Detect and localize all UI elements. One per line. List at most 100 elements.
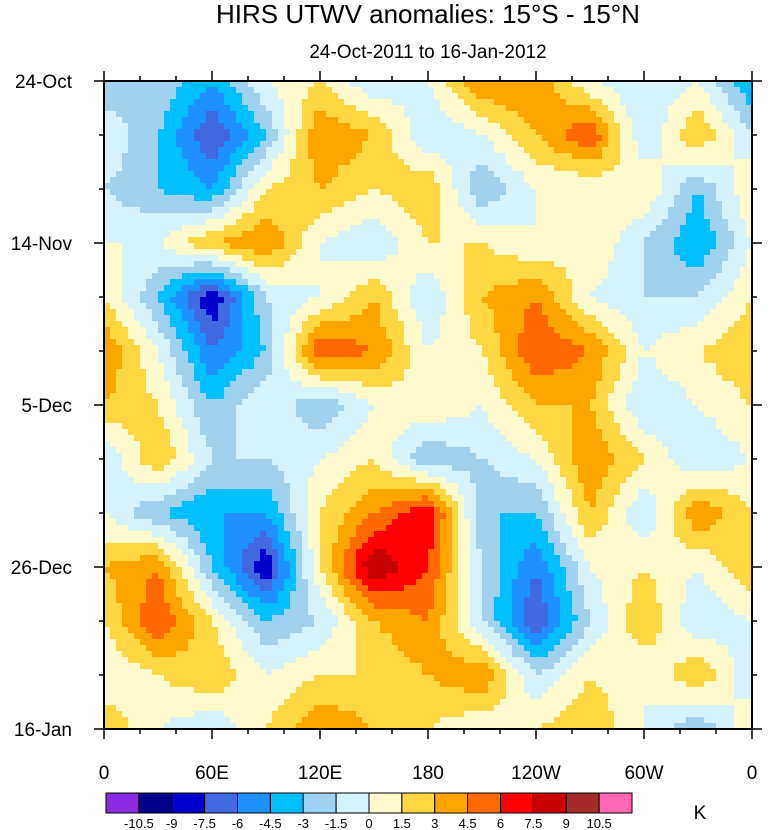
- heatmap-cell: [380, 249, 387, 256]
- heatmap-cell: [308, 171, 315, 178]
- heatmap-cell: [254, 279, 261, 286]
- heatmap-cell: [584, 231, 591, 238]
- heatmap-cell: [440, 201, 447, 208]
- heatmap-cell: [614, 135, 621, 142]
- heatmap-cell: [218, 195, 225, 202]
- heatmap-cell: [524, 339, 531, 346]
- heatmap-cell: [158, 117, 165, 124]
- heatmap-cell: [386, 219, 393, 226]
- heatmap-cell: [572, 303, 579, 310]
- heatmap-cell: [392, 105, 399, 112]
- heatmap-cell: [620, 345, 627, 352]
- heatmap-cell: [404, 291, 411, 298]
- heatmap-cell: [224, 351, 231, 358]
- heatmap-cell: [500, 237, 507, 244]
- heatmap-cell: [338, 273, 345, 280]
- heatmap-cell: [512, 213, 519, 220]
- heatmap-cell: [170, 159, 177, 166]
- heatmap-cell: [314, 135, 321, 142]
- heatmap-cell: [146, 135, 153, 142]
- heatmap-cell: [620, 147, 627, 154]
- heatmap-cell: [206, 189, 213, 196]
- heatmap-cell: [284, 243, 291, 250]
- heatmap-cell: [578, 279, 585, 286]
- heatmap-cell: [128, 105, 135, 112]
- heatmap-cell: [194, 87, 201, 94]
- heatmap-cell: [110, 213, 117, 220]
- heatmap-cell: [326, 315, 333, 322]
- heatmap-cell: [608, 321, 615, 328]
- heatmap-cell: [362, 99, 369, 106]
- heatmap-cell: [644, 201, 651, 208]
- heatmap-cell: [164, 87, 171, 94]
- heatmap-cell: [680, 345, 687, 352]
- heatmap-cell: [596, 303, 603, 310]
- heatmap-cell: [140, 249, 147, 256]
- heatmap-cell: [710, 303, 717, 310]
- heatmap-cell: [188, 177, 195, 184]
- heatmap-cell: [518, 99, 525, 106]
- heatmap-cell: [710, 315, 717, 322]
- heatmap-cell: [170, 231, 177, 238]
- heatmap-cell: [356, 279, 363, 286]
- heatmap-cell: [152, 177, 159, 184]
- heatmap-cell: [326, 87, 333, 94]
- heatmap-cell: [704, 351, 711, 358]
- heatmap-cell: [584, 159, 591, 166]
- heatmap-cell: [686, 207, 693, 214]
- heatmap-cell: [614, 339, 621, 346]
- heatmap-cell: [230, 171, 237, 178]
- heatmap-cell: [596, 243, 603, 250]
- heatmap-cell: [386, 123, 393, 130]
- heatmap-cell: [176, 261, 183, 268]
- heatmap-cell: [290, 201, 297, 208]
- heatmap-cell: [296, 255, 303, 262]
- heatmap-cell: [350, 111, 357, 118]
- heatmap-cell: [242, 243, 249, 250]
- heatmap-cell: [596, 159, 603, 166]
- heatmap-cell: [188, 327, 195, 334]
- heatmap-cell: [524, 225, 531, 232]
- heatmap-cell: [440, 309, 447, 316]
- heatmap-cell: [494, 225, 501, 232]
- heatmap-cell: [728, 351, 735, 358]
- heatmap-cell: [578, 267, 585, 274]
- heatmap-cell: [566, 183, 573, 190]
- heatmap-cell: [716, 111, 723, 118]
- heatmap-cell: [110, 315, 117, 322]
- heatmap-cell: [200, 213, 207, 220]
- heatmap-cell: [596, 225, 603, 232]
- heatmap-cell: [188, 297, 195, 304]
- heatmap-cell: [506, 177, 513, 184]
- heatmap-cell: [230, 345, 237, 352]
- heatmap-cell: [470, 333, 477, 340]
- heatmap-cell: [128, 177, 135, 184]
- heatmap-cell: [626, 111, 633, 118]
- heatmap-cell: [338, 285, 345, 292]
- heatmap-cell: [392, 243, 399, 250]
- heatmap-cell: [644, 255, 651, 262]
- heatmap-cell: [104, 135, 111, 142]
- heatmap-cell: [380, 129, 387, 136]
- heatmap-cell: [152, 219, 159, 226]
- heatmap-cell: [548, 231, 555, 238]
- heatmap-cell: [398, 297, 405, 304]
- heatmap-cell: [410, 309, 417, 316]
- heatmap-cell: [452, 201, 459, 208]
- heatmap-cell: [524, 309, 531, 316]
- heatmap-cell: [272, 189, 279, 196]
- heatmap-cell: [170, 249, 177, 256]
- heatmap-cell: [272, 249, 279, 256]
- heatmap-cell: [722, 165, 729, 172]
- heatmap-cell: [638, 147, 645, 154]
- heatmap-cell: [230, 111, 237, 118]
- heatmap-cell: [194, 315, 201, 322]
- heatmap-cell: [290, 249, 297, 256]
- heatmap-cell: [542, 165, 549, 172]
- heatmap-cell: [554, 87, 561, 94]
- heatmap-cell: [740, 351, 747, 358]
- heatmap-cell: [518, 219, 525, 226]
- heatmap-cell: [632, 213, 639, 220]
- heatmap-cell: [638, 207, 645, 214]
- heatmap-cell: [566, 141, 573, 148]
